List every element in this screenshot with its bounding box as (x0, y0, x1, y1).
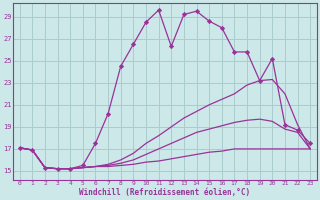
X-axis label: Windchill (Refroidissement éolien,°C): Windchill (Refroidissement éolien,°C) (79, 188, 251, 197)
